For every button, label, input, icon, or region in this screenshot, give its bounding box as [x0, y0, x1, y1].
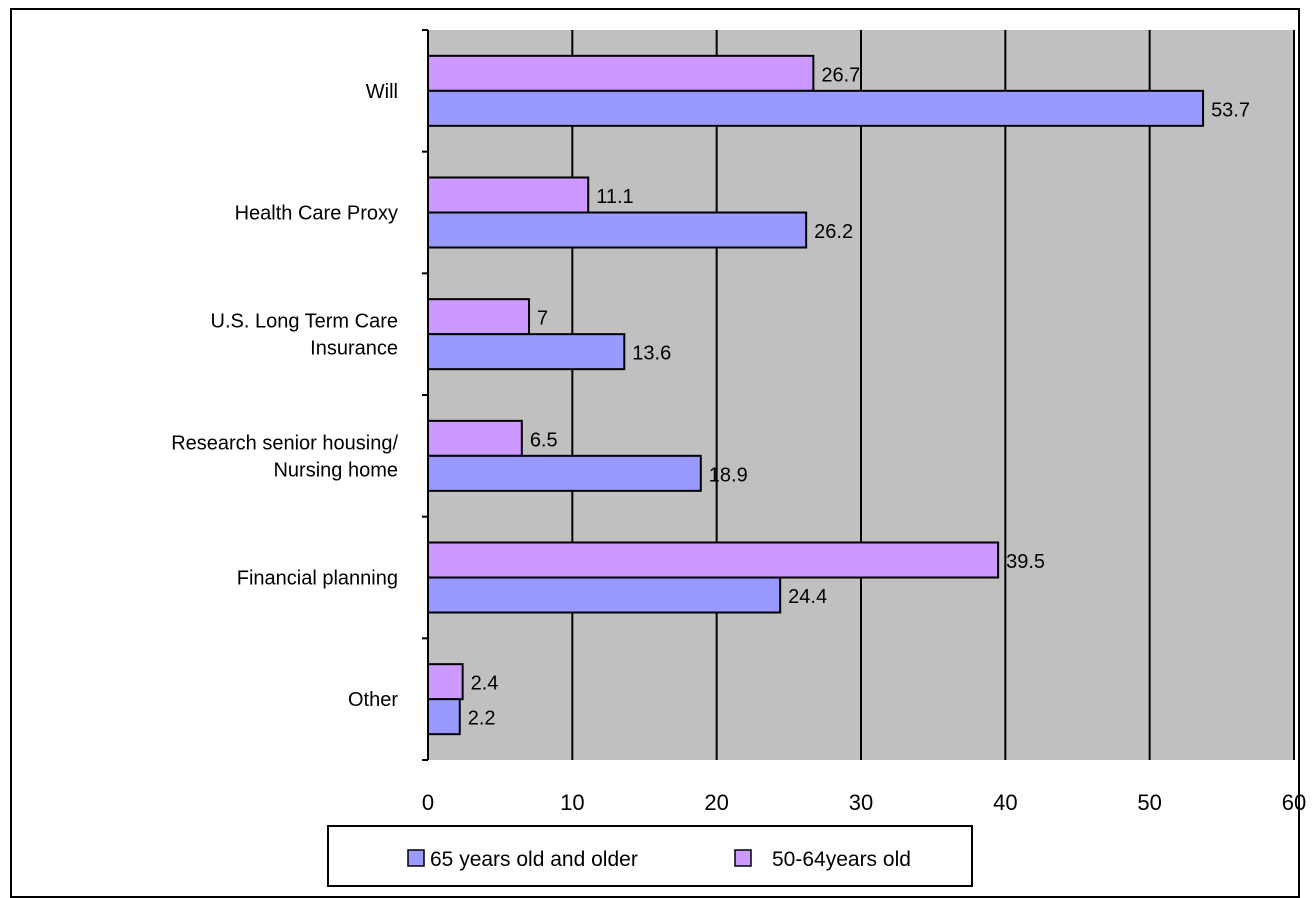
bar [427, 576, 782, 614]
data-label: 2.4 [471, 673, 499, 695]
x-tick-label: 0 [422, 790, 434, 815]
bar [427, 698, 461, 736]
category-label: Research senior housing/ [171, 432, 398, 454]
bar [427, 333, 626, 371]
x-tick-label: 30 [849, 790, 873, 815]
legend-box [327, 825, 973, 887]
bar [427, 211, 808, 249]
category-label: Nursing home [273, 459, 398, 481]
x-tick-label: 40 [993, 790, 1017, 815]
legend-label: 50-64years old [772, 848, 911, 871]
x-tick-label: 20 [704, 790, 728, 815]
bar [427, 541, 1000, 579]
data-label: 26.7 [821, 64, 860, 86]
x-tick-label: 50 [1137, 790, 1161, 815]
category-label: Other [348, 689, 398, 711]
category-label: Health Care Proxy [235, 203, 398, 225]
title-strip [0, 0, 1313, 8]
legend-swatch [407, 849, 425, 867]
data-label: 26.2 [814, 221, 853, 243]
legend-swatch [734, 849, 752, 867]
data-label: 6.5 [530, 429, 558, 451]
bar [427, 419, 523, 457]
x-tick-label: 60 [1282, 790, 1306, 815]
data-label: 18.9 [709, 464, 748, 486]
data-label: 24.4 [788, 586, 827, 608]
category-label: U.S. Long Term Care [211, 311, 399, 333]
category-label: Financial planning [237, 568, 398, 590]
legend-label: 65 years old and older [430, 848, 638, 871]
bar [427, 454, 702, 492]
data-label: 53.7 [1211, 99, 1250, 121]
x-tick-label: 10 [560, 790, 584, 815]
data-label: 7 [537, 308, 548, 330]
data-label: 39.5 [1006, 551, 1045, 573]
bar [427, 176, 590, 214]
bar [427, 298, 531, 336]
bar [427, 89, 1205, 127]
category-label: Insurance [310, 338, 398, 360]
category-label: Will [366, 81, 398, 103]
bar [427, 663, 464, 701]
data-label: 2.2 [468, 708, 496, 730]
bar [427, 54, 815, 92]
data-label: 13.6 [632, 343, 671, 365]
data-label: 11.1 [596, 186, 633, 208]
